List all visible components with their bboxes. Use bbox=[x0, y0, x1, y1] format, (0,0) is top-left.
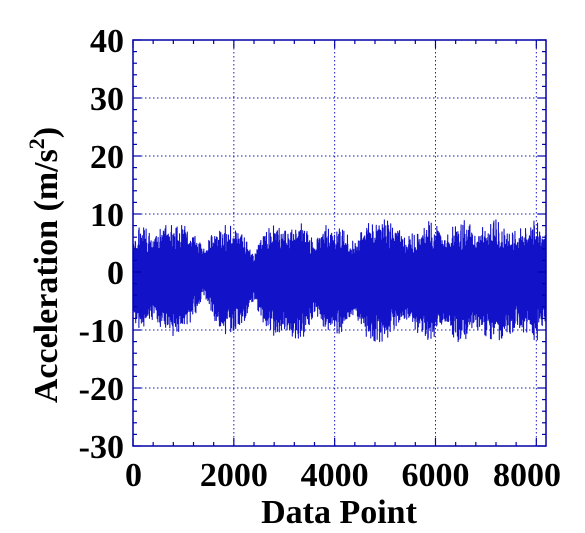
y-tick-label: -30 bbox=[79, 429, 124, 466]
y-axis-label-superscript: 2 bbox=[24, 138, 49, 149]
y-tick-label: -20 bbox=[79, 371, 124, 408]
y-axis-label-close: ) bbox=[28, 127, 65, 138]
y-tick-label: 0 bbox=[107, 255, 124, 292]
x-tick-label: 0 bbox=[125, 457, 142, 494]
y-axis-label-main: Acceleration (m/s bbox=[28, 149, 65, 403]
y-tick-label: 20 bbox=[90, 139, 124, 176]
y-tick-label: 40 bbox=[90, 23, 124, 60]
acceleration-line bbox=[132, 219, 547, 343]
x-axis-label: Data Point bbox=[261, 494, 418, 528]
x-tick-label: 2000 bbox=[200, 457, 268, 494]
x-tick-labels: 0 2000 4000 6000 8000 bbox=[125, 457, 561, 494]
plot-frame bbox=[132, 39, 547, 447]
x-tick-label: 8000 bbox=[493, 457, 561, 494]
x-tick-label: 6000 bbox=[401, 457, 469, 494]
axis-ticks bbox=[132, 39, 546, 447]
y-tick-label: 30 bbox=[90, 81, 124, 118]
y-tick-label: 10 bbox=[90, 197, 124, 234]
y-axis-label: Acceleration (m/s2) bbox=[24, 127, 65, 403]
y-tick-labels: -30 -20 -10 0 10 20 30 40 bbox=[79, 23, 124, 466]
acceleration-series bbox=[132, 219, 547, 343]
y-tick-label: -10 bbox=[79, 313, 124, 350]
x-tick-label: 4000 bbox=[301, 457, 369, 494]
